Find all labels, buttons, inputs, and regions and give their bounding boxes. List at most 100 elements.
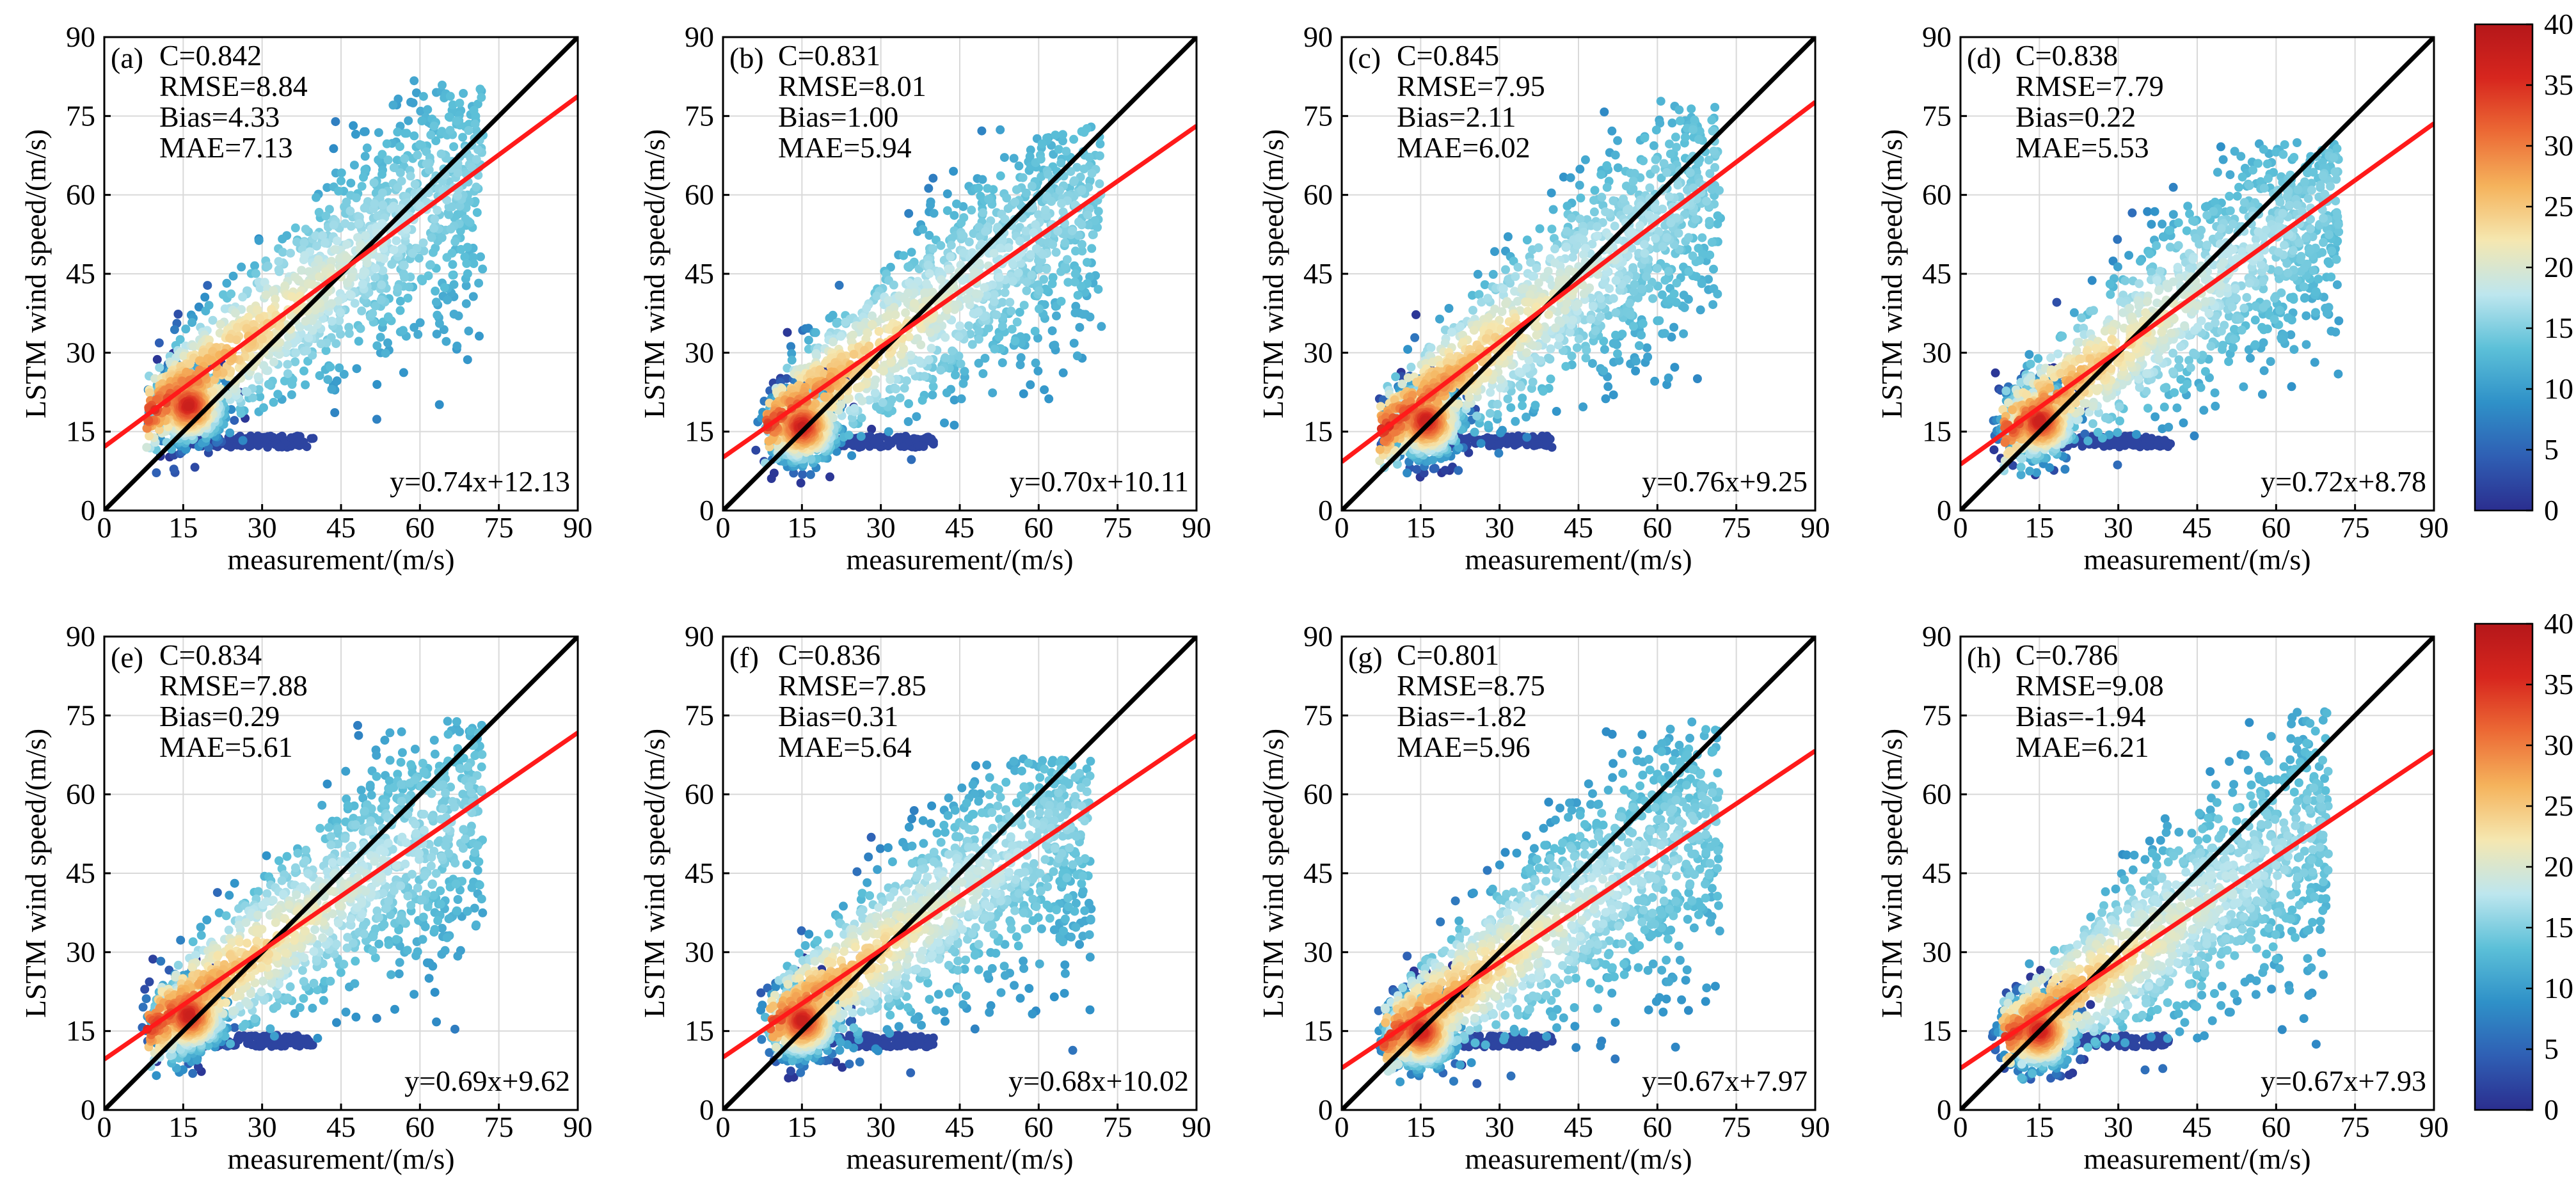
scatter-point (919, 372, 929, 381)
scatter-point (1066, 167, 1076, 177)
scatter-point (1033, 333, 1042, 343)
scatter-point (796, 479, 806, 487)
scatter-point (415, 318, 425, 328)
scatter-point (448, 271, 457, 280)
scatter-point (181, 445, 191, 454)
scatter-point (383, 338, 392, 347)
scatter-point (1610, 221, 1619, 231)
scatter-point (360, 165, 370, 175)
scatter-point (308, 326, 317, 335)
x-tick-label: 45 (945, 511, 974, 544)
scatter-point (1580, 155, 1590, 164)
scatter-point (856, 432, 866, 441)
scatter-point (1634, 293, 1642, 303)
scatter-point (1640, 240, 1649, 249)
scatter-point (1610, 150, 1620, 160)
scatter-point (170, 325, 179, 335)
scatter-point (274, 349, 284, 359)
scatter-point (301, 225, 310, 234)
scatter-point (1058, 130, 1067, 139)
scatter-point (1628, 177, 1638, 186)
scatter-point (924, 184, 934, 193)
scatter-point (456, 226, 465, 235)
scatter-point (1480, 280, 1490, 289)
scatter-point (1637, 330, 1646, 340)
x-tick-label: 15 (787, 511, 816, 544)
scatter-point (924, 355, 934, 365)
scatter-point (330, 408, 340, 417)
stat-bias: Bias=4.33 (159, 100, 280, 133)
scatter-point (349, 121, 358, 131)
scatter-point (1018, 173, 1028, 182)
scatter-point (306, 434, 316, 443)
scatter-point (444, 210, 454, 219)
scatter-point (397, 244, 406, 254)
scatter-point (411, 88, 421, 98)
scatter-point (925, 269, 934, 278)
scatter-point (1715, 186, 1724, 195)
scatter-point (269, 357, 278, 367)
scatter-point (1591, 326, 1600, 335)
scatter-point (1392, 459, 1402, 469)
scatter-point (751, 445, 761, 455)
scatter-point (1035, 264, 1044, 274)
scatter-point (161, 406, 171, 415)
scatter-point (413, 329, 423, 339)
scatter-point (238, 436, 248, 445)
scatter-point (1593, 222, 1602, 232)
scatter-point (1026, 145, 1035, 155)
scatter-point (1543, 353, 1553, 363)
scatter-point (920, 434, 930, 443)
y-tick-label: 60 (685, 178, 714, 211)
scatter-point (1015, 308, 1024, 317)
stat-rmse: RMSE=8.01 (778, 70, 926, 102)
scatter-point (154, 338, 164, 347)
scatter-point (974, 258, 984, 268)
scatter-point (393, 127, 402, 137)
scatter-point (409, 131, 419, 141)
scatter-point (470, 119, 480, 129)
scatter-point (433, 205, 442, 215)
scatter-point (1435, 314, 1444, 324)
scatter-point (1061, 147, 1071, 156)
scatter-point (1015, 360, 1025, 370)
scatter-point (388, 100, 398, 110)
scatter-point (960, 367, 969, 376)
stat-mae: MAE=7.13 (159, 131, 293, 164)
scatter-point (350, 299, 360, 308)
scatter-point (342, 239, 351, 249)
scatter-point (1705, 217, 1714, 226)
scatter-point (1522, 412, 1531, 422)
scatter-point (393, 183, 402, 193)
scatter-point (1513, 262, 1523, 272)
scatter-point (378, 219, 387, 228)
scatter-point (1005, 297, 1015, 307)
scatter-point (900, 383, 909, 393)
scatter-point (1535, 224, 1545, 234)
scatter-point (1670, 363, 1680, 372)
scatter-point (973, 307, 983, 317)
scatter-point (1033, 366, 1043, 376)
scatter-point (274, 265, 283, 274)
scatter-point (1058, 368, 1068, 377)
scatter-point (208, 315, 218, 325)
scatter-point (318, 231, 328, 241)
panel-label: (b) (729, 42, 764, 74)
scatter-point (1054, 145, 1063, 154)
scatter-point (376, 333, 385, 342)
scatter-point (1470, 427, 1479, 437)
scatter-point (857, 413, 866, 423)
scatter-point (1671, 132, 1680, 142)
scatter-point (849, 349, 859, 359)
scatter-point (445, 125, 455, 135)
scatter-point (812, 351, 822, 361)
scatter-point (952, 199, 961, 209)
scatter-point (889, 303, 899, 312)
scatter-point (1672, 143, 1681, 152)
scatter-point (1546, 188, 1556, 198)
identity-line (723, 37, 1197, 511)
scatter-point (937, 275, 946, 285)
scatter-point (1596, 170, 1606, 179)
scatter-point (990, 344, 999, 354)
scatter-point (291, 348, 301, 358)
